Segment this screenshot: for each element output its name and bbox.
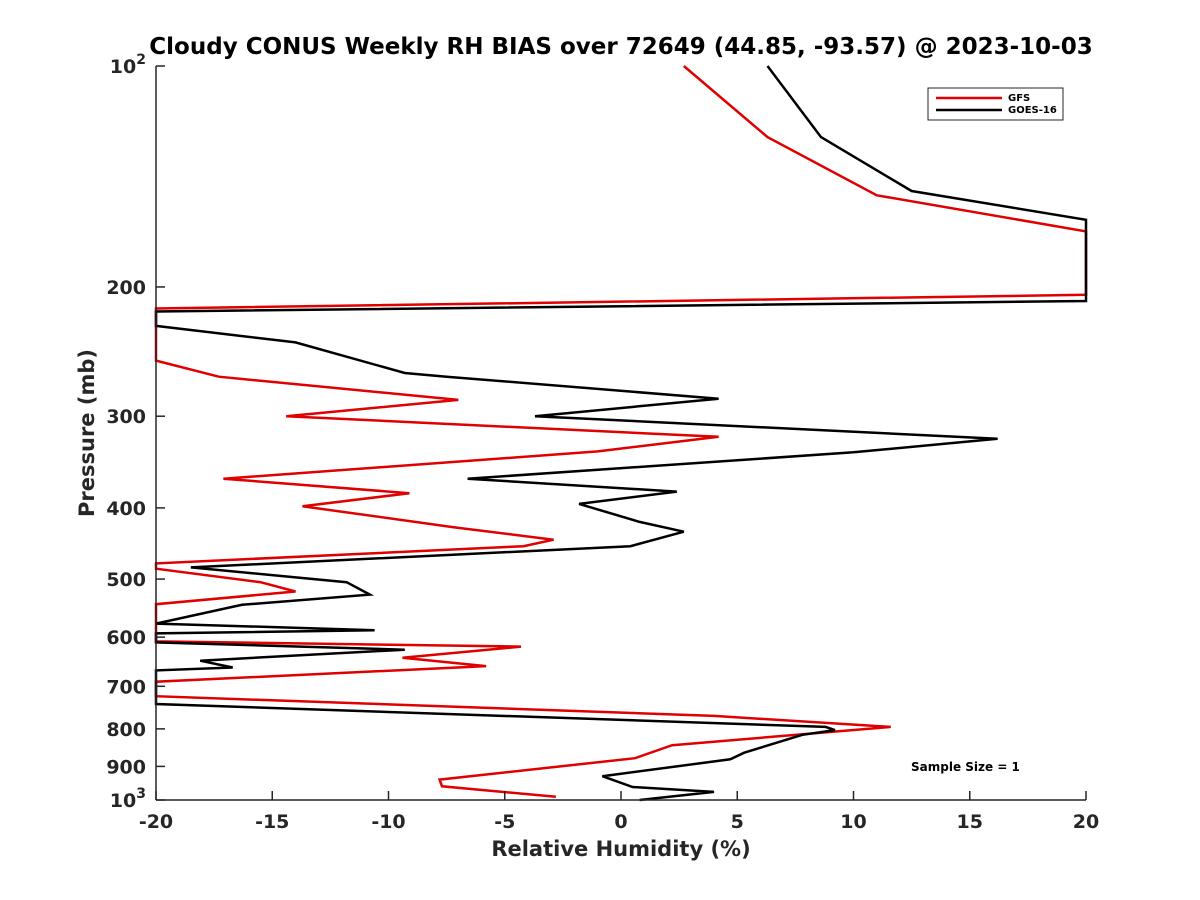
legend-box <box>927 87 1064 121</box>
x-axis-label: Relative Humidity (%) <box>491 837 750 861</box>
x-ticks: -20 -15 -10 -5 0 5 10 15 20 <box>139 791 1099 833</box>
y-tick-label: 500 <box>106 569 146 591</box>
y-ticks: 102 200 300 400 500 600 700 800 900 103 <box>106 52 165 812</box>
y-tick-label: 103 <box>110 786 146 812</box>
legend-label-gfs: GFS <box>1008 93 1030 104</box>
y-tick-label: 200 <box>106 277 146 299</box>
x-tick-label: 10 <box>840 811 866 833</box>
x-tick-label: -20 <box>139 811 173 833</box>
series-line-goes-16 <box>154 65 1088 802</box>
legend: GFS GOES-16 <box>927 87 1064 121</box>
y-axis-label: Pressure (mb) <box>75 349 99 517</box>
y-tick-label: 800 <box>106 719 146 741</box>
x-tick-label: 20 <box>1073 811 1099 833</box>
x-tick-label: -15 <box>255 811 289 833</box>
series-line-gfs <box>154 65 1088 799</box>
sample-size-annotation: Sample Size = 1 <box>911 760 1020 774</box>
y-tick-label: 400 <box>106 498 146 520</box>
x-tick-label: -10 <box>371 811 405 833</box>
x-tick-label: -5 <box>494 811 515 833</box>
x-tick-label: 5 <box>731 811 744 833</box>
y-tick-label: 102 <box>110 52 146 78</box>
y-tick-label: 900 <box>106 756 146 778</box>
y-tick-label: 300 <box>106 406 146 428</box>
series-layer <box>154 65 1088 802</box>
y-tick-label: 600 <box>106 627 146 649</box>
y-tick-label: 700 <box>106 676 146 698</box>
chart-title: Cloudy CONUS Weekly RH BIAS over 72649 (… <box>149 34 1092 60</box>
x-tick-label: 15 <box>957 811 983 833</box>
x-tick-label: 0 <box>614 811 627 833</box>
legend-label-goes-16: GOES-16 <box>1008 105 1057 116</box>
